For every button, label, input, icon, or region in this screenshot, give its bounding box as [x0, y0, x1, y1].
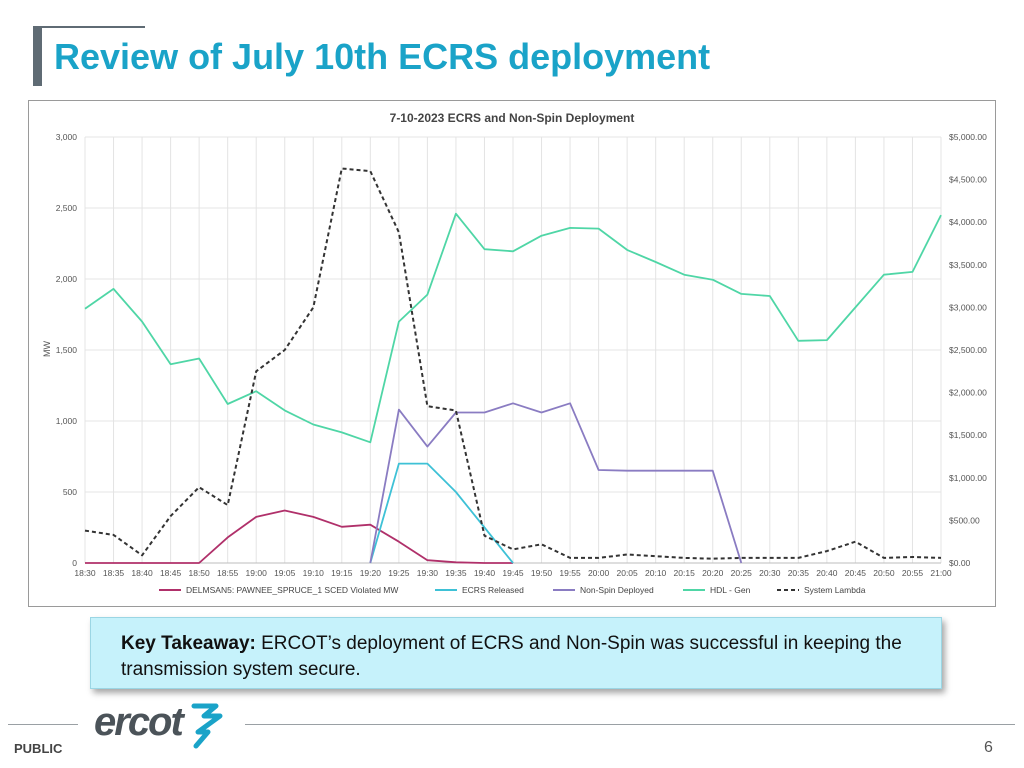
y2-tick-label: $500.00 [949, 515, 980, 525]
chart-frame: 7-10-2023 ECRS and Non-Spin Deployment M… [28, 100, 996, 607]
y-axis-label: MW [42, 341, 52, 357]
x-tick-label: 20:00 [588, 568, 610, 578]
y-tick-label: 2,500 [56, 203, 78, 213]
y-tick-label: 500 [63, 487, 77, 497]
y2-tick-label: $0.00 [949, 558, 971, 568]
y2-tick-label: $2,500.00 [949, 345, 987, 355]
logo-wordmark: ercot [94, 700, 185, 744]
footer-divider-left [8, 724, 78, 725]
legend: DELMSAN5: PAWNEE_SPRUCE_1 SCED Violated … [159, 585, 866, 595]
x-tick-label: 20:50 [873, 568, 895, 578]
y2-tick-label: $1,500.00 [949, 430, 987, 440]
x-tick-label: 19:00 [246, 568, 268, 578]
series-line-1 [369, 462, 514, 564]
x-tick-label: 20:20 [702, 568, 724, 578]
x-tick-label: 20:15 [674, 568, 696, 578]
x-tick-label: 18:40 [131, 568, 153, 578]
axis-layer: 18:30 18:35 18:40 18:45 18:50 18:55 19:00 19:05… [56, 132, 987, 578]
x-tick-label: 19:50 [531, 568, 553, 578]
x-tick-label: 20:55 [902, 568, 924, 578]
x-tick-label: 19:55 [559, 568, 581, 578]
x-tick-label: 19:20 [360, 568, 382, 578]
lightning-bolt-icon [191, 703, 223, 749]
series-line-3 [84, 212, 942, 444]
x-tick-label: 18:30 [74, 568, 96, 578]
x-tick-label: 20:45 [845, 568, 867, 578]
legend-label: HDL - Gen [710, 585, 751, 595]
x-tick-label: 18:35 [103, 568, 125, 578]
legend-label: System Lambda [804, 585, 866, 595]
x-tick-label: 20:35 [788, 568, 810, 578]
y-tick-label: 1,000 [56, 416, 78, 426]
x-tick-label: 18:55 [217, 568, 239, 578]
series-line-2 [369, 402, 743, 564]
y2-tick-label: $1,000.00 [949, 473, 987, 483]
x-tick-label: 19:30 [417, 568, 439, 578]
series-line-0 [85, 509, 513, 564]
takeaway-text: ERCOT’s deployment of ECRS and Non-Spin … [121, 633, 902, 680]
x-tick-label: 20:40 [816, 568, 838, 578]
y2-tick-label: $4,000.00 [949, 217, 987, 227]
x-tick-label: 19:10 [303, 568, 325, 578]
x-tick-label: 20:05 [616, 568, 638, 578]
y2-tick-label: $3,000.00 [949, 302, 987, 312]
y2-tick-label: $3,500.00 [949, 260, 987, 270]
x-tick-label: 19:05 [274, 568, 296, 578]
x-tick-label: 20:25 [731, 568, 753, 578]
grid-layer [84, 136, 942, 564]
y2-tick-label: $2,000.00 [949, 388, 987, 398]
y-tick-label: 3,000 [56, 132, 78, 142]
series-line-4 [84, 167, 942, 560]
deployment-chart: 7-10-2023 ECRS and Non-Spin Deployment M… [42, 111, 987, 595]
legend-label: ECRS Released [462, 585, 524, 595]
ercot-logo: ercot [94, 700, 223, 749]
x-tick-label: 20:30 [759, 568, 781, 578]
y2-tick-label: $4,500.00 [949, 175, 987, 185]
takeaway-label: Key Takeaway: [121, 633, 256, 654]
footer-divider-right [245, 724, 1015, 725]
key-takeaway-box: Key Takeaway: ERCOT’s deployment of ECRS… [90, 617, 942, 689]
x-tick-label: 18:45 [160, 568, 182, 578]
series-layer [84, 167, 942, 564]
y-tick-label: 0 [72, 558, 77, 568]
x-tick-label: 18:50 [188, 568, 210, 578]
legend-label: DELMSAN5: PAWNEE_SPRUCE_1 SCED Violated … [186, 585, 398, 595]
footer-public-label: PUBLIC [14, 741, 63, 756]
y-tick-label: 1,500 [56, 345, 78, 355]
x-tick-label: 19:45 [502, 568, 524, 578]
x-tick-label: 21:00 [930, 568, 952, 578]
x-tick-label: 19:25 [388, 568, 410, 578]
y2-tick-label: $5,000.00 [949, 132, 987, 142]
y-tick-label: 2,000 [56, 274, 78, 284]
x-tick-label: 19:15 [331, 568, 353, 578]
page-number: 6 [984, 739, 993, 756]
chart-title: 7-10-2023 ECRS and Non-Spin Deployment [390, 111, 635, 125]
slide-title: Review of July 10th ECRS deployment [54, 36, 711, 77]
x-tick-label: 19:35 [445, 568, 467, 578]
x-tick-label: 20:10 [645, 568, 667, 578]
title-accent-line [33, 26, 145, 28]
legend-label: Non-Spin Deployed [580, 585, 654, 595]
title-accent-bar [33, 26, 42, 86]
x-tick-label: 19:40 [474, 568, 496, 578]
